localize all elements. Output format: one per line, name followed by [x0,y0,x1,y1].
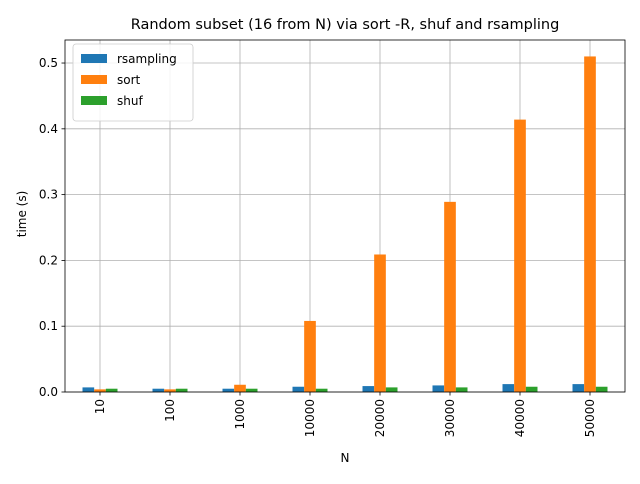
bar-shuf [315,388,328,392]
legend: rsampling sort shuf [72,43,194,122]
bar-rsampling [362,386,375,392]
legend-swatch [81,96,107,105]
legend-swatch [81,75,107,84]
bar-shuf [595,386,608,392]
bar-sort [164,389,176,392]
y-tick-label: 0.0 [39,385,58,399]
bar-shuf [105,388,118,392]
bar-rsampling [432,385,445,392]
legend-label: shuf [117,94,143,108]
legend-swatch [81,54,107,63]
bar-rsampling [82,387,95,392]
x-tick-label: 30000 [443,399,457,437]
bar-shuf [455,387,468,392]
bar-rsampling [222,388,235,392]
bar-shuf [525,386,538,392]
chart-title: Random subset (16 from N) via sort -R, s… [131,17,560,33]
y-axis-label: time (s) [15,191,29,238]
bar-rsampling [292,386,305,392]
x-tick-label: 1000 [233,399,247,430]
bar-sort [444,201,456,392]
y-tick-label: 0.2 [39,253,58,267]
x-tick-label: 10 [93,399,107,414]
legend-label: rsampling [117,52,177,66]
bar-rsampling [572,384,585,392]
y-tick-label: 0.1 [39,319,58,333]
bar-sort [234,384,246,392]
x-tick-label: 20000 [373,399,387,437]
bar-shuf [245,388,258,392]
bar-rsampling [152,388,165,392]
x-tick-label: 100 [163,399,177,422]
bar-sort [584,56,596,392]
plot-frame [64,39,626,393]
bar-sort [514,119,526,393]
bar-sort [304,320,316,392]
x-tick-label: 40000 [513,399,527,437]
y-tick-label: 0.5 [39,56,58,70]
plot-area: 0.0 0.1 0.2 0.3 0.4 0.5 10 100 1000 10000 20000 300… [39,39,626,437]
legend-label: sort [117,73,141,87]
y-tick-label: 0.4 [39,122,58,136]
bar-sort [94,389,106,392]
x-tick-label: 50000 [583,399,597,437]
bar-sort [374,254,386,392]
y-tick-label: 0.3 [39,188,58,202]
x-axis-label: N [341,451,350,465]
bar-shuf [385,387,398,392]
x-tick-label: 10000 [303,399,317,437]
bar-shuf [175,388,188,392]
bar-rsampling [502,384,515,392]
